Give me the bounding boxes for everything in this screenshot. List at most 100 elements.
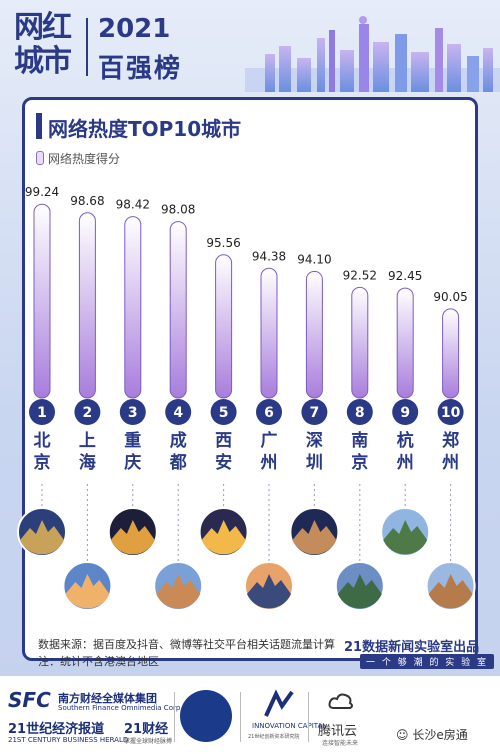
sponsor-divider [240,692,241,742]
city-label-8: 南 [351,430,368,451]
seal-logo [180,690,232,742]
city-label-9: 杭 [397,430,414,451]
legend-swatch [36,151,44,165]
bar-4 [169,221,187,399]
value-label-9: 92.45 [388,269,422,283]
innovation-capital-logo [264,689,294,717]
header-divider [86,18,88,76]
watermark-text: 长沙e房通 [412,728,468,742]
rank-label-3: 3 [128,405,138,421]
city-label-2: 海 [79,452,96,473]
rank-badge-3 [119,399,146,425]
value-label-8: 92.52 [343,268,377,282]
rank-label-8: 8 [355,405,365,421]
city-label-9: 州 [396,453,414,473]
innovation-capital-name: INNOVATION CAPITAL [252,722,327,730]
region-note: 注：统计不含港澳台地区 [38,655,159,668]
city-photo-6 [244,561,294,611]
value-label-4: 98.08 [161,203,195,217]
rank-label-1: 1 [37,405,47,421]
title-accent [36,113,42,139]
rank-label-10: 10 [441,405,461,421]
city-label-1: 京 [34,452,51,473]
rank-badge-4 [165,399,192,425]
city-photo-9 [380,507,431,557]
bar-3 [124,216,142,399]
logo-line-1: 网红 [14,10,72,45]
wechat-icon: ☺ [396,728,409,742]
city-label-4: 都 [169,452,187,473]
bar-8 [351,286,369,399]
c21-slogan: 掌握全球财经脉搏 [124,738,173,745]
chart-title: 网络热度TOP10城市 [48,117,242,141]
herald-english: 21ST CENTURY BUSINESS HERALD [8,736,129,744]
bar-6 [260,267,278,399]
value-label-6: 94.38 [252,249,286,263]
rank-badge-7 [301,399,328,425]
skyline-illustration [245,16,500,92]
city-photo-3 [107,507,158,557]
sponsor-divider [174,692,175,742]
value-label-2: 98.68 [70,194,104,208]
herald-name: 21世纪经济报道 [8,722,105,737]
city-photo-10 [425,561,476,611]
rank-badge-10 [437,399,464,425]
city-label-6: 州 [260,453,278,473]
city-label-8: 京 [351,452,368,473]
value-label-7: 94.10 [297,252,331,266]
value-label-5: 95.56 [206,236,240,250]
rank-label-5: 5 [219,405,229,421]
logo-line-2: 城市 [14,44,72,79]
city-label-6: 广 [261,430,278,451]
sfc-english: Southern Finance Omnimedia Corp. [58,704,183,712]
value-label-10: 90.05 [433,290,467,304]
rank-badge-5 [210,399,237,425]
city-label-1: 北 [34,431,51,451]
city-label-7: 圳 [306,453,323,473]
bar-2 [78,212,96,399]
city-photo-8 [334,561,385,611]
bar-1 [33,203,51,399]
sponsor-divider [308,692,309,742]
city-label-10: 郑 [442,430,459,451]
header: 网红 城市 2021 百强榜 [0,0,500,92]
rank-badge-1 [29,399,55,425]
lab-slogan: 一 个 够 潮 的 实 验 室 [360,654,495,669]
brand-logo: 网红 城市 [14,12,80,80]
bar-9 [396,287,414,399]
rank-label-6: 6 [264,405,274,421]
sfc-logo: SFC [8,688,51,712]
sfc-name: 南方财经全媒体集团 [58,692,157,705]
value-label-1: 99.24 [25,185,59,199]
rank-badge-6 [256,399,282,425]
rank-label-4: 4 [173,405,183,421]
value-label-3: 98.42 [116,198,150,212]
lab-credit: 21数据新闻实验室出品 [344,640,480,655]
city-label-7: 深 [306,430,323,451]
city-photo-5 [198,507,249,557]
chart-legend: 网络热度得分 [36,150,120,167]
city-photo-4 [153,561,204,611]
city-photo-7 [289,507,340,557]
bar-5 [215,254,233,399]
city-label-2: 上 [79,431,96,451]
cloud-icon [328,693,353,709]
city-label-3: 庆 [124,452,141,473]
tencent-cloud-name: 腾讯云 [318,724,358,739]
rank-badge-8 [346,399,373,425]
watermark: ☺ 长沙e房通 [396,726,468,743]
rank-badge-9 [392,399,419,425]
rank-label-2: 2 [83,405,93,421]
bar-7 [305,270,323,399]
header-subtitle: 百强榜 [98,54,183,84]
city-label-10: 州 [441,453,459,473]
city-photo-2 [62,561,113,611]
c21-name: 21财经 [124,722,169,737]
rank-label-7: 7 [310,405,320,421]
sponsor-bar [0,676,500,754]
header-year: 2021 [98,14,171,44]
city-photo-1 [17,507,67,557]
city-label-5: 安 [215,452,232,473]
rank-label-9: 9 [400,405,410,421]
